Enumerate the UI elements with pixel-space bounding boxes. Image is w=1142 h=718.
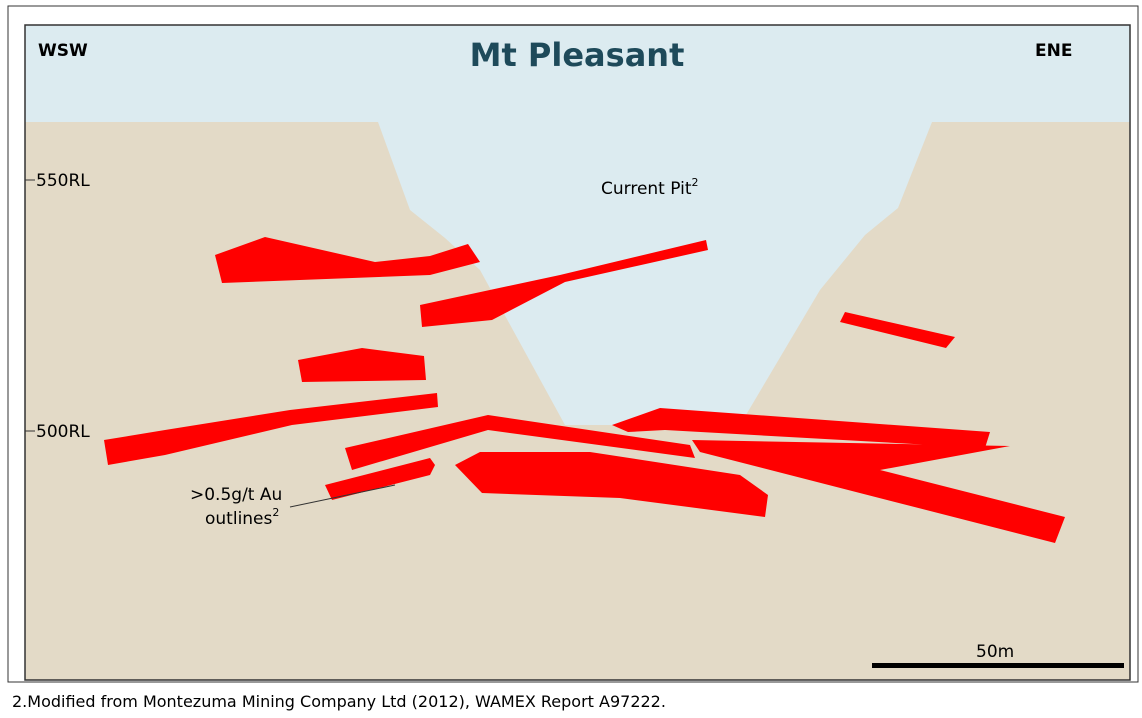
scale-bar [872, 663, 1124, 668]
scale-label: 50m [976, 642, 1014, 662]
direction-label: ENE [1035, 41, 1072, 61]
outline-label: >0.5g/t Au [190, 485, 282, 505]
elevation-label: 550RL [36, 171, 90, 191]
footnote: 2.Modified from Montezuma Mining Company… [12, 692, 666, 711]
direction-label: WSW [38, 41, 88, 61]
pit-label: Current Pit2 [601, 176, 699, 199]
page: WSW ENE Mt Pleasant 550RL 500RL Current … [0, 0, 1142, 718]
outline-label: outlines2 [205, 506, 279, 529]
cross-section: WSW ENE Mt Pleasant 550RL 500RL Current … [0, 0, 1142, 718]
title: Mt Pleasant [470, 36, 685, 74]
elevation-label: 500RL [36, 422, 90, 442]
